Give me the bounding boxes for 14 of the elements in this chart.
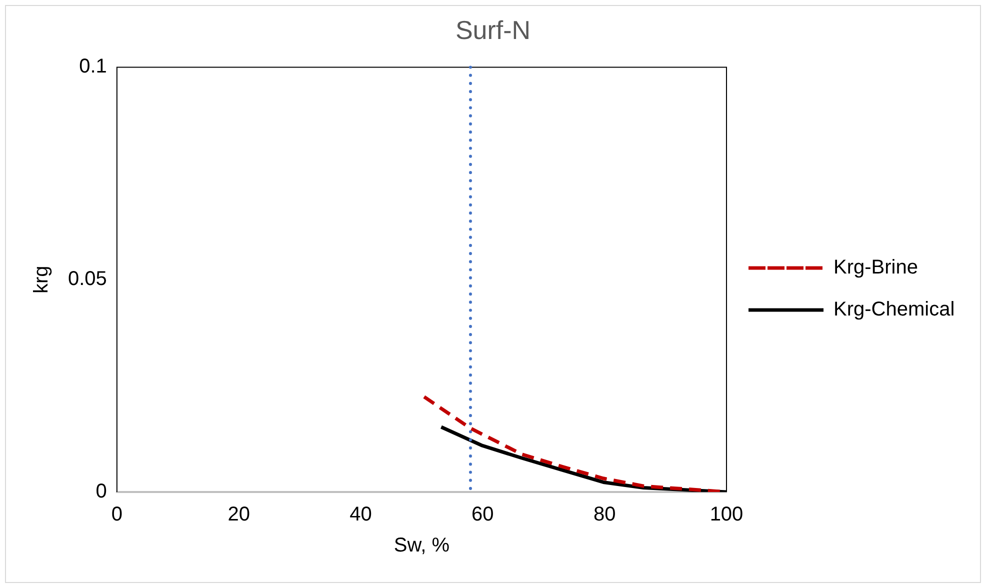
x-tick-label: 0 xyxy=(111,504,122,526)
x-tick-label: 20 xyxy=(228,504,250,526)
y-tick-label: 0.05 xyxy=(68,268,107,290)
legend-label: Krg-Chemical xyxy=(834,298,955,321)
x-tick-label: 100 xyxy=(710,504,744,526)
y-axis-title: krg xyxy=(30,266,53,294)
x-tick-label: 80 xyxy=(593,504,616,526)
x-tick-label: 60 xyxy=(472,504,494,526)
chart-title: Surf-N xyxy=(455,14,531,45)
y-tick-label: 0 xyxy=(96,480,107,503)
y-tick-label: 0.1 xyxy=(79,56,107,78)
legend-label: Krg-Brine xyxy=(834,256,918,279)
x-tick-label: 40 xyxy=(350,504,372,526)
x-axis-title: Sw, % xyxy=(394,534,450,557)
